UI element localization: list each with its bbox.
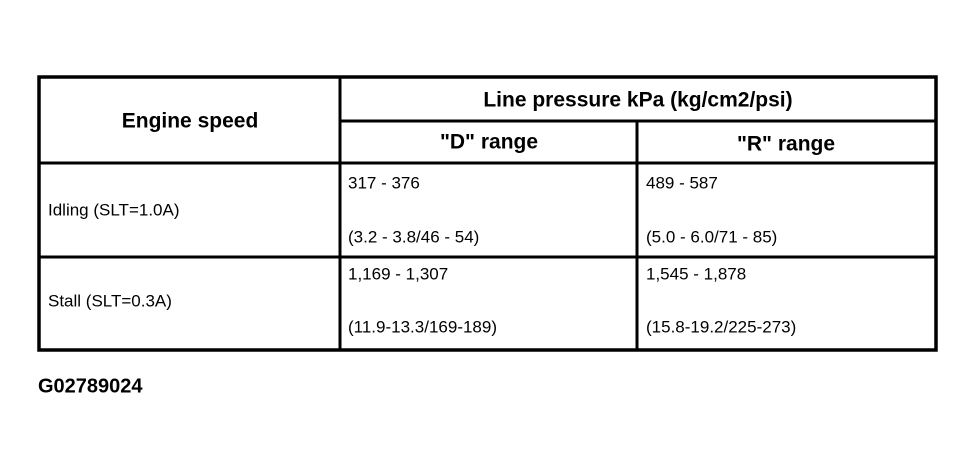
table-grid xyxy=(37,75,938,352)
table-cell: 1,169 - 1,307 xyxy=(348,264,448,283)
row-label: Idling (SLT=1.0A) xyxy=(48,200,180,219)
figure-id: G02789024 xyxy=(38,375,143,397)
row-label: Stall (SLT=0.3A) xyxy=(48,291,172,310)
table-border xyxy=(37,75,938,352)
table-cell: 489 - 587 xyxy=(646,173,718,192)
table-cell: 1,545 - 1,878 xyxy=(646,264,746,283)
table-cell: (15.8-19.2/225-273) xyxy=(646,317,796,336)
table-cell: 317 - 376 xyxy=(348,173,420,192)
table-cell: (11.9-13.3/169-189) xyxy=(348,317,497,336)
header-cell: Engine speed xyxy=(122,110,259,133)
header-cell: "R" range xyxy=(737,133,835,156)
header-cell: Line pressure kPa (kg/cm2/psi) xyxy=(483,89,792,112)
table-cell: (3.2 - 3.8/46 - 54) xyxy=(348,227,479,246)
table-cell: (5.0 - 6.0/71 - 85) xyxy=(646,227,777,246)
header-cell: "D" range xyxy=(440,131,538,154)
